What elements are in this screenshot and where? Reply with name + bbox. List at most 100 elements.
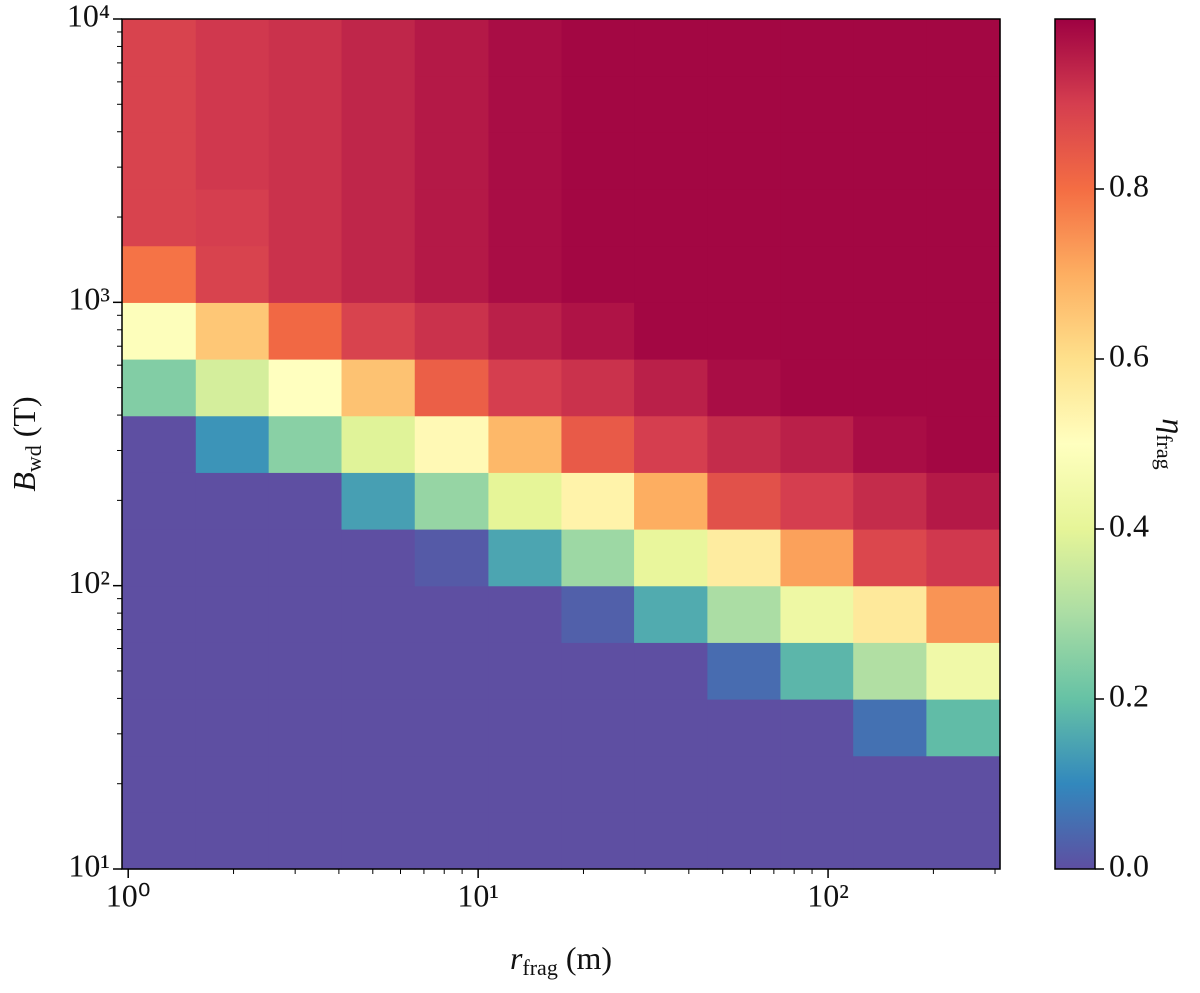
- heatmap-cell: [488, 302, 563, 360]
- heatmap-cell: [707, 75, 782, 133]
- heatmap-cell: [195, 699, 270, 757]
- heatmap-cell: [707, 755, 782, 813]
- heatmap-cell: [414, 19, 490, 77]
- heatmap-cell: [122, 642, 197, 700]
- heatmap-cell: [122, 245, 197, 303]
- heatmap-cell: [780, 585, 854, 643]
- heatmap-cell: [780, 472, 854, 530]
- heatmap-cell: [122, 472, 197, 530]
- heatmap-cell: [268, 358, 343, 417]
- heatmap-cell: [634, 358, 708, 417]
- heatmap-cell: [926, 415, 1001, 473]
- heatmap-cell: [341, 528, 416, 587]
- heatmap-cell: [634, 699, 708, 757]
- heatmap-cell: [780, 755, 854, 813]
- heatmap-cell: [634, 302, 708, 360]
- heatmap-cell: [414, 472, 490, 530]
- heatmap-cell: [268, 245, 343, 303]
- heatmap-cell: [634, 472, 708, 530]
- heatmap-cell: [926, 755, 1001, 813]
- heatmap-cell: [122, 528, 197, 587]
- heatmap-cell: [414, 358, 490, 417]
- heatmap-cell: [488, 472, 563, 530]
- heatmap-cell: [414, 528, 490, 587]
- heatmap-cell: [780, 302, 854, 360]
- heatmap-cell: [268, 472, 343, 530]
- heatmap-cell: [488, 132, 563, 190]
- heatmap-cell: [853, 75, 928, 133]
- heatmap-cell: [853, 302, 928, 360]
- heatmap-cell: [341, 75, 416, 133]
- heatmap-cell: [195, 415, 270, 473]
- heatmap-cell: [926, 302, 1001, 360]
- heatmap-cell: [926, 19, 1001, 77]
- heatmap-cell: [488, 188, 563, 247]
- heatmap-cell: [341, 302, 416, 360]
- heatmap-cell: [488, 585, 563, 643]
- heatmap-cell: [780, 358, 854, 417]
- heatmap-cell: [634, 75, 708, 133]
- heatmap-cell: [268, 188, 343, 247]
- y-tick-label: 10²: [68, 564, 110, 600]
- heatmap-cell: [561, 472, 635, 530]
- heatmap-cell: [926, 358, 1001, 417]
- colorbar-tick-label: 0.2: [1109, 677, 1149, 713]
- heatmap-cell: [122, 699, 197, 757]
- heatmap-cell: [488, 358, 563, 417]
- heatmap-cell: [341, 358, 416, 417]
- heatmap-cell: [853, 755, 928, 813]
- heatmap-cell: [341, 642, 416, 700]
- heatmap-cell: [634, 415, 708, 473]
- heatmap-cell: [488, 642, 563, 700]
- x-axis-label: rfrag (m): [510, 940, 612, 980]
- heatmap-cell: [195, 528, 270, 587]
- heatmap-cell: [414, 699, 490, 757]
- y-label-subscript: wd: [21, 445, 46, 472]
- colorbar-tick-label: 0.0: [1109, 847, 1149, 883]
- heatmap-cell: [707, 642, 782, 700]
- heatmap-cell: [488, 415, 563, 473]
- colorbar-tick-label: 0.8: [1109, 167, 1149, 203]
- heatmap-cell: [780, 132, 854, 190]
- heatmap-cell: [122, 188, 197, 247]
- heatmap-cell: [926, 472, 1001, 530]
- heatmap-cell: [268, 812, 343, 870]
- heatmap-cell: [561, 755, 635, 813]
- plot-frame: [121, 18, 1001, 870]
- heatmap-cell: [561, 132, 635, 190]
- heatmap-cell: [195, 302, 270, 360]
- heatmap-cell: [341, 415, 416, 473]
- heatmap-cell: [926, 75, 1001, 133]
- heatmap-cell: [268, 75, 343, 133]
- heatmap-cell: [707, 528, 782, 587]
- heatmap-cell: [780, 812, 854, 870]
- heatmap-cell: [414, 642, 490, 700]
- heatmap-cell: [561, 528, 635, 587]
- heatmap-cell: [561, 812, 635, 870]
- heatmap-cell: [268, 755, 343, 813]
- heatmap-cell: [780, 699, 854, 757]
- heatmap-cell: [195, 19, 270, 77]
- heatmap-cell: [341, 585, 416, 643]
- colorbar: [1054, 18, 1096, 870]
- heatmap-cell: [634, 188, 708, 247]
- heatmap-cell: [488, 755, 563, 813]
- heatmap-cell: [195, 472, 270, 530]
- heatmap-cell: [122, 585, 197, 643]
- heatmap-cell: [488, 245, 563, 303]
- heatmap: [122, 19, 1001, 870]
- heatmap-cell: [853, 699, 928, 757]
- heatmap-cell: [414, 302, 490, 360]
- heatmap-cell: [707, 188, 782, 247]
- heatmap-cell: [780, 642, 854, 700]
- heatmap-cell: [634, 812, 708, 870]
- heatmap-cell: [634, 132, 708, 190]
- heatmap-cell: [926, 528, 1001, 587]
- heatmap-cell: [707, 302, 782, 360]
- heatmap-cell: [414, 188, 490, 247]
- heatmap-cell: [853, 245, 928, 303]
- heatmap-cell: [414, 585, 490, 643]
- heatmap-cell: [414, 132, 490, 190]
- y-tick-label: 10¹: [68, 847, 110, 883]
